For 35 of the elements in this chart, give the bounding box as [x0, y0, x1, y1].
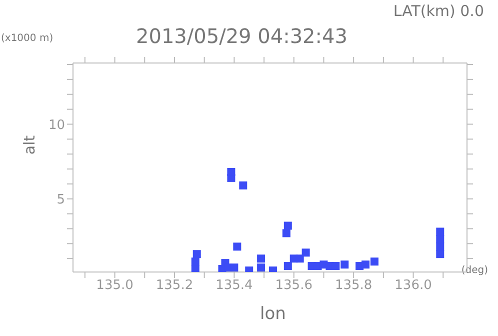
point	[370, 258, 378, 266]
point	[302, 248, 310, 257]
point	[282, 229, 290, 238]
x-axis-title: lon	[260, 304, 286, 324]
x-tick-label: 136.0	[394, 278, 432, 294]
point	[332, 262, 340, 270]
point	[191, 265, 200, 272]
x-tick-label: 135.0	[96, 278, 134, 294]
point	[340, 260, 349, 269]
chart-subtitle: LAT(km) 0.0	[393, 2, 484, 20]
point	[227, 168, 236, 176]
chart-title: 2013/05/29 04:32:43	[136, 24, 348, 48]
point	[362, 260, 370, 269]
point	[257, 264, 266, 272]
point	[436, 228, 444, 236]
x-tick-label: 135.2	[156, 278, 194, 294]
point	[191, 258, 200, 266]
point	[230, 264, 238, 272]
point	[239, 181, 248, 190]
point	[284, 222, 292, 230]
point	[284, 262, 292, 270]
point	[296, 254, 304, 263]
point	[192, 250, 201, 258]
point	[257, 254, 266, 263]
x-tick-label: 135.8	[334, 278, 372, 294]
point	[436, 250, 444, 258]
y-tick-label: 10	[48, 118, 65, 133]
y-tick-label: 5	[56, 192, 65, 208]
text: (x1000 m)	[1, 33, 54, 44]
x-tick-label: 135.6	[275, 278, 312, 294]
point	[436, 235, 444, 244]
x-tick-label: 135.4	[216, 278, 253, 294]
point	[233, 242, 242, 251]
y-axis-title: alt	[20, 135, 39, 155]
point	[436, 242, 444, 251]
